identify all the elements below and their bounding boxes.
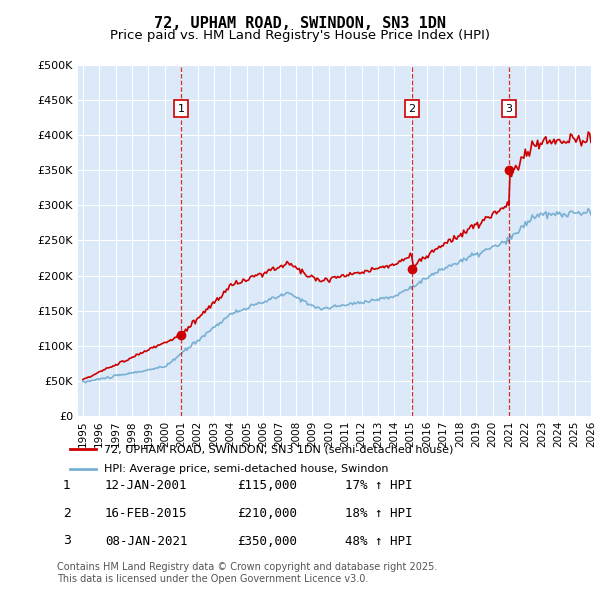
Text: £350,000: £350,000 [237,535,297,548]
Text: 08-JAN-2021: 08-JAN-2021 [105,535,187,548]
Text: Contains HM Land Registry data © Crown copyright and database right 2025.
This d: Contains HM Land Registry data © Crown c… [57,562,437,584]
Text: 12-JAN-2001: 12-JAN-2001 [105,479,187,492]
Text: 3: 3 [506,104,512,114]
Text: Price paid vs. HM Land Registry's House Price Index (HPI): Price paid vs. HM Land Registry's House … [110,29,490,42]
Text: 17% ↑ HPI: 17% ↑ HPI [345,479,413,492]
Text: 72, UPHAM ROAD, SWINDON, SN3 1DN (semi-detached house): 72, UPHAM ROAD, SWINDON, SN3 1DN (semi-d… [104,444,453,454]
Text: 2: 2 [63,506,71,520]
Text: 48% ↑ HPI: 48% ↑ HPI [345,535,413,548]
Text: £210,000: £210,000 [237,507,297,520]
Text: 1: 1 [178,104,185,114]
Text: 2: 2 [409,104,416,114]
Text: 72, UPHAM ROAD, SWINDON, SN3 1DN: 72, UPHAM ROAD, SWINDON, SN3 1DN [154,16,446,31]
Text: 1: 1 [63,478,71,492]
Text: 18% ↑ HPI: 18% ↑ HPI [345,507,413,520]
Text: 16-FEB-2015: 16-FEB-2015 [105,507,187,520]
Text: £115,000: £115,000 [237,479,297,492]
Text: 3: 3 [63,534,71,548]
Text: HPI: Average price, semi-detached house, Swindon: HPI: Average price, semi-detached house,… [104,464,388,474]
